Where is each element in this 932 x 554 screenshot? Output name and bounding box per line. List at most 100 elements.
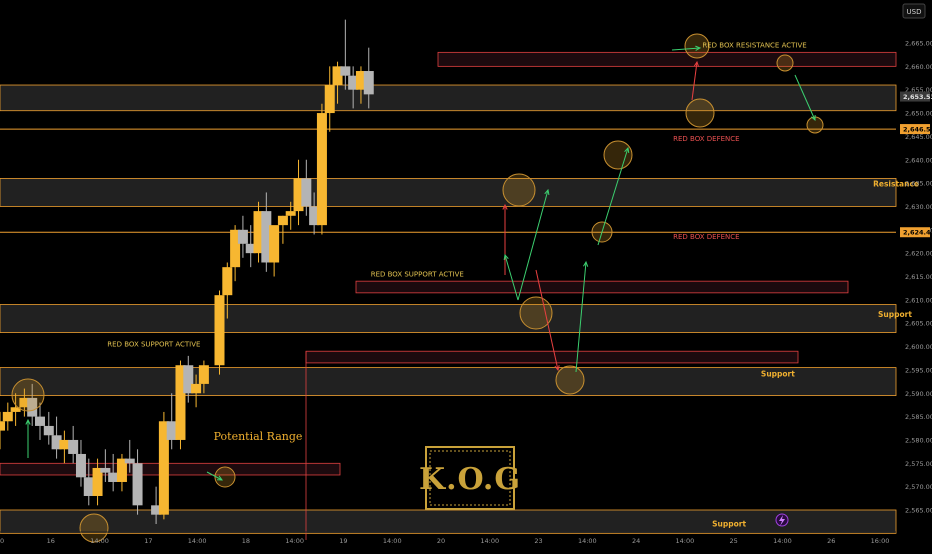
highlight-circle-4 [603,140,633,170]
price-pill-0 [900,91,930,102]
zone-band-2 [0,304,897,333]
arrow-head-9 [25,418,31,425]
highlight-circle-1 [79,513,109,543]
candle-body-1 [2,411,13,422]
zone-label-3: Support [878,310,912,319]
candles-layer [0,19,374,525]
candle-body-26 [222,267,233,296]
arrow-line-5 [597,147,629,246]
arrow-line-3 [535,269,559,371]
candle-body-27 [230,229,241,268]
time-tick-label: 14:00 [285,537,304,545]
arrow-line-6 [671,47,701,51]
annotation-texts-layer: RED BOX RESISTANCE ACTIVE RED BOX DEFENCE… [107,42,919,529]
time-tick-label: 14:00 [480,537,499,545]
candle-body-14 [108,472,119,482]
time-tick-label: 25 [730,537,738,545]
zone-band-0 [0,84,897,112]
price-tick-label: 2,650.00 [905,110,932,118]
arrow-head-7 [693,60,700,67]
lightning-icon[interactable] [775,513,789,527]
price-tick-label: 2,665.00 [905,40,932,48]
arrow-head-6 [695,45,702,51]
arrow-head-4 [582,260,589,267]
price-pill-label-0: 2,653.53 [903,93,932,101]
price-tick-label: 2,620.00 [905,250,932,258]
candle-body-10 [75,453,86,478]
time-tick-label: 0 [0,537,4,545]
time-tick-label: 14:00 [188,537,207,545]
level-lines-layer [0,128,896,540]
price-tick-label: 2,635.00 [905,180,932,188]
time-tick-label: 20 [437,537,445,545]
price-tick-label: 2,570.00 [905,483,932,491]
arrow-line-10 [206,471,223,481]
highlight-circle-10 [776,54,794,72]
highlight-circle-9 [685,98,715,128]
candle-body-12 [92,467,103,496]
candle-body-42 [348,75,359,90]
candle-body-30 [253,211,264,254]
zone-band-1 [0,178,897,207]
annotation-text-0: RED BOX RESISTANCE ACTIVE [702,42,806,50]
candle-body-40 [332,66,343,86]
currency-label: USD [907,8,922,16]
candle-body-35 [293,178,304,212]
potential-range-label: Potential Range [214,430,303,443]
candle-body-33 [277,215,288,226]
price-pill-label-1: 2,646.57 [903,126,932,134]
candle-body-28 [237,229,248,244]
red-box-1 [355,280,849,294]
time-tick-label: 19 [339,537,347,545]
annotation-text-2: RED BOX DEFENCE [673,233,739,241]
time-tick-label: 26 [827,537,835,545]
candle-body-11 [83,477,94,496]
time-tick-label: 14:00 [773,537,792,545]
time-tick-label: 14:00 [676,537,695,545]
highlight-circle-8 [684,33,710,59]
arrow-head-8 [810,114,816,122]
price-tick-label: 2,565.00 [905,507,932,515]
candle-body-41 [340,66,351,76]
price-tick-label: 2,640.00 [905,156,932,164]
time-axis[interactable]: 0 16 14:00 17 14:00 18 14:00 19 14:00 20 14:00 23 14… [0,531,896,545]
price-tick-label: 2,645.00 [905,133,932,141]
highlight-circle-3 [502,173,536,207]
candle-body-3 [19,397,30,408]
candle-body-19 [158,421,169,515]
candle-body-29 [245,243,256,254]
time-tick-label: 23 [534,537,542,545]
price-tick-label: 2,600.00 [905,343,932,351]
candle-body-22 [183,365,194,394]
currency-badge[interactable] [902,3,926,19]
price-axis[interactable]: 2,565.00 2,570.00 2,575.00 2,580.00 2,585.00… [900,40,932,515]
kog-watermark: K.O.G [419,446,520,510]
candle-body-8 [59,439,70,450]
candle-body-36 [301,178,312,207]
candle-body-2 [10,407,21,412]
time-tick-label: 14:00 [90,537,109,545]
candle-body-5 [34,416,45,426]
annotation-text-3: RED BOX SUPPORT ACTIVE [371,271,464,279]
candle-body-0 [0,421,5,431]
price-tick-label: 2,660.00 [905,63,932,71]
arrow-head-1 [544,188,550,196]
candle-body-34 [285,211,296,216]
zone-band-4 [0,509,897,534]
arrow-head-10 [216,475,224,481]
highlight-circle-2 [214,466,236,488]
candle-body-13 [100,467,111,473]
zone-label-2: Resistance [873,179,919,188]
price-tick-label: 2,615.00 [905,273,932,281]
price-tick-label: 2,575.00 [905,460,932,468]
annotation-text-1: RED BOX DEFENCE [673,135,739,143]
highlight-circle-5 [519,296,553,330]
candle-body-9 [68,439,79,454]
annotation-text-4: RED BOX SUPPORT ACTIVE [107,341,200,349]
candle-body-37 [309,206,320,226]
zone-label-4: Support [761,369,795,378]
arrow-line-4 [575,261,587,373]
red-box-0 [437,51,897,67]
